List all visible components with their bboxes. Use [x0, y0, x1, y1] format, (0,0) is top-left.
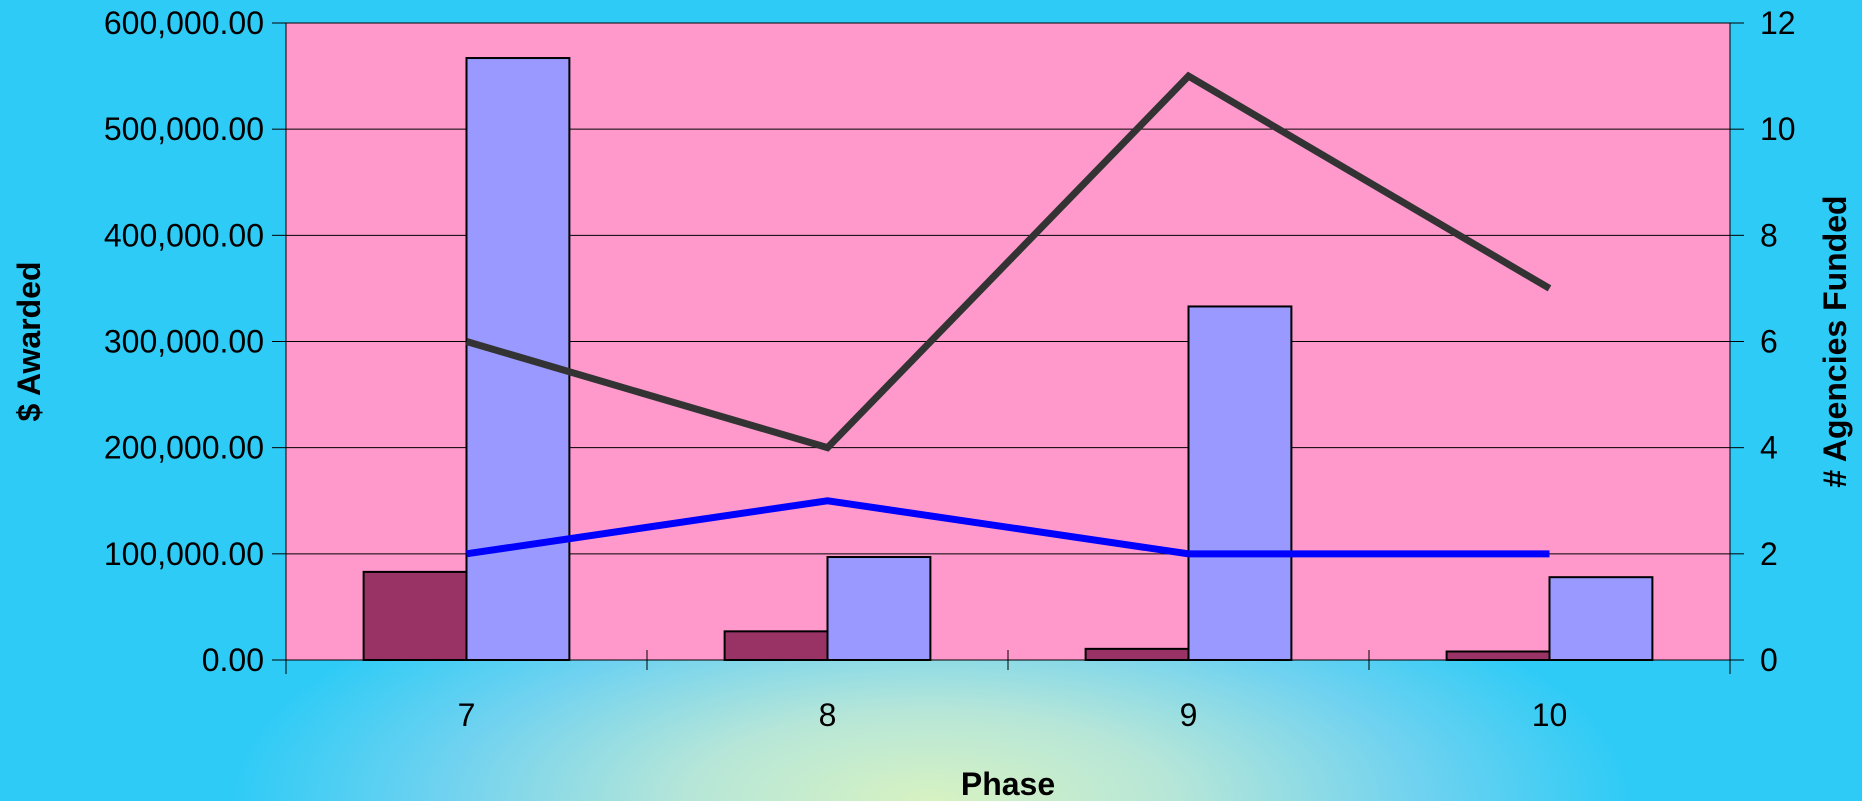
- bar: [1445, 650, 1551, 661]
- y-left-tick-label: 500,000.00: [104, 111, 264, 147]
- y-right-axis-title: # Agencies Funded: [1817, 195, 1853, 487]
- bar: [723, 630, 829, 662]
- y-right-tick-label: 4: [1760, 430, 1778, 466]
- series-line: [465, 71, 1552, 452]
- x-tick-label: 9: [1180, 697, 1198, 733]
- y-left-axis-title: $ Awarded: [11, 261, 47, 421]
- bar: [826, 556, 932, 661]
- y-left-tick-label: 0.00: [202, 642, 264, 678]
- y-right-tick-label: 6: [1760, 324, 1778, 360]
- x-tick-label: 10: [1532, 697, 1568, 733]
- y-left-tick-label: 300,000.00: [104, 324, 264, 360]
- y-right-tick-label: 8: [1760, 217, 1778, 253]
- bar: [1187, 305, 1293, 661]
- x-axis-title: Phase: [961, 766, 1055, 801]
- bar: [362, 570, 468, 661]
- y-left-tick-label: 400,000.00: [104, 217, 264, 253]
- x-tick-label: 8: [819, 697, 837, 733]
- series-line: [465, 497, 1550, 558]
- bar: [1548, 576, 1654, 661]
- y-right-tick-label: 2: [1760, 536, 1778, 572]
- lines: [465, 71, 1552, 558]
- y-left-tick-label: 600,000.00: [104, 5, 264, 41]
- y-left-tick-label: 200,000.00: [104, 430, 264, 466]
- tick-labels: 0.00 100,000.00 200,000.00 300,000.00 400,00…: [104, 5, 1796, 733]
- x-tick-label: 7: [458, 697, 476, 733]
- bar: [1084, 647, 1190, 661]
- y-left-tick-label: 100,000.00: [104, 536, 264, 572]
- bars: [362, 57, 1654, 662]
- y-right-tick-label: 12: [1760, 5, 1796, 41]
- axes: [272, 22, 1744, 674]
- y-right-tick-label: 0: [1760, 642, 1778, 678]
- y-right-tick-label: 10: [1760, 111, 1796, 147]
